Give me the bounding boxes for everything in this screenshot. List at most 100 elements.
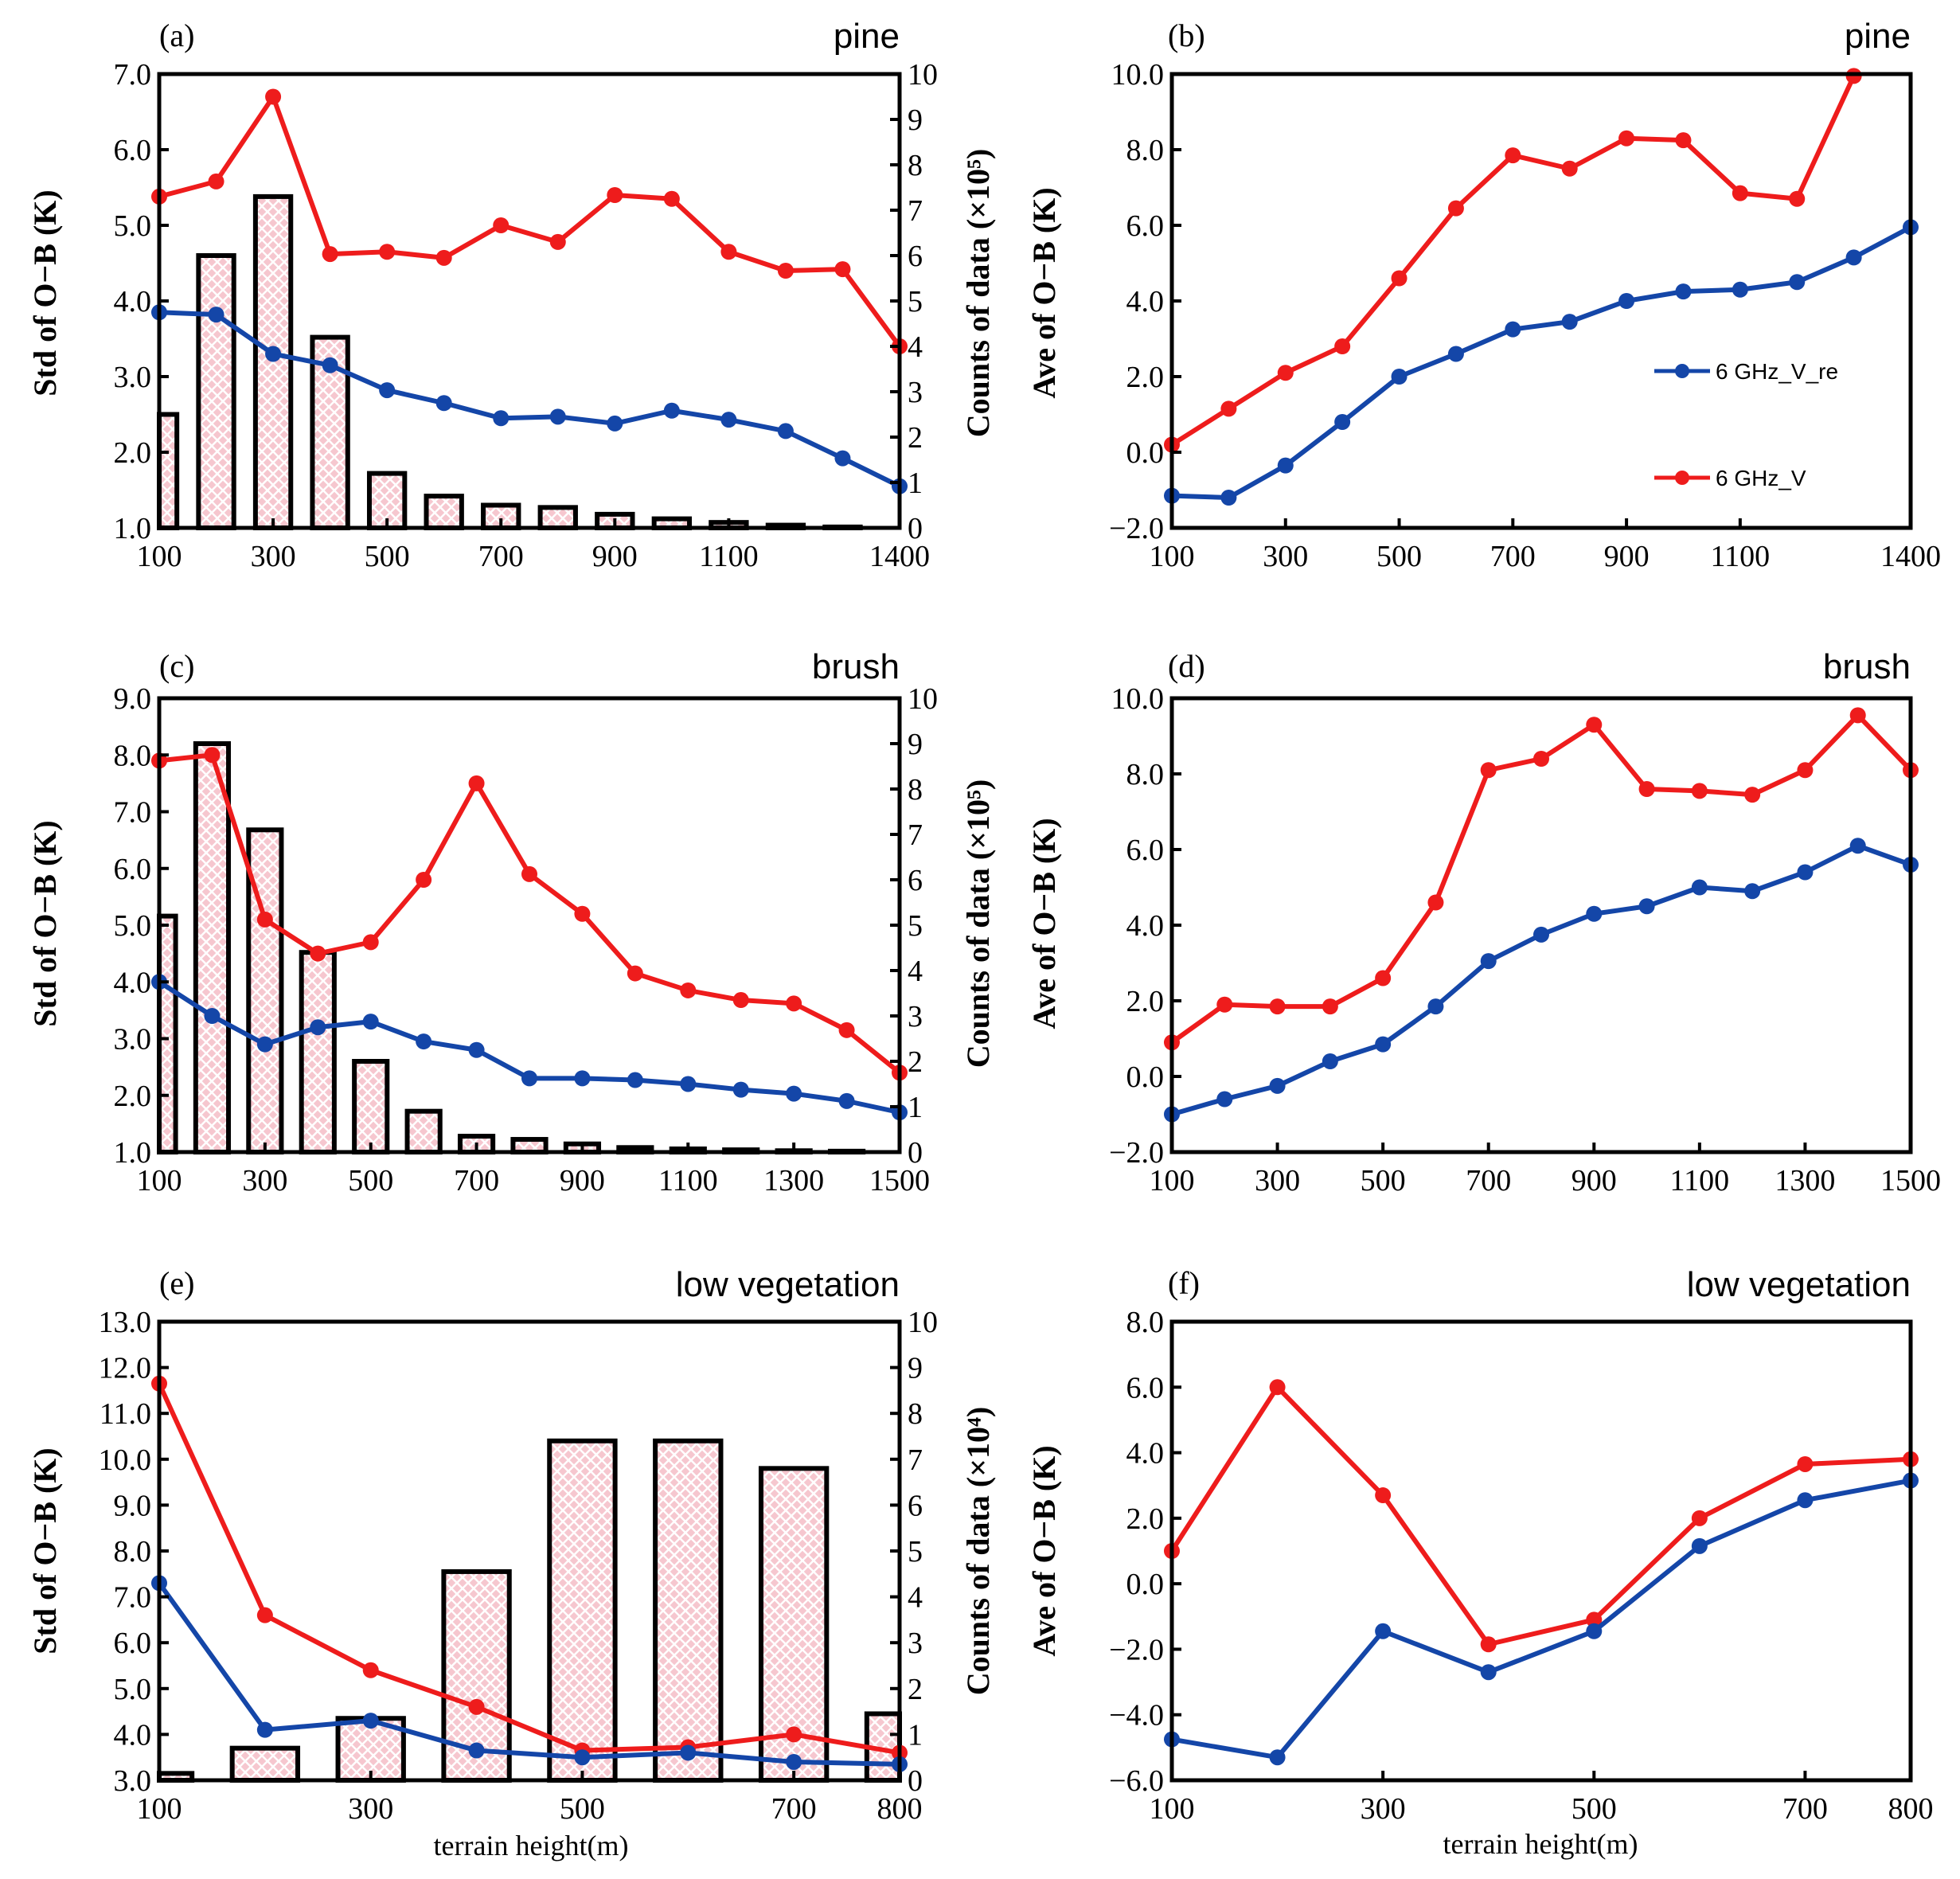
- y2-tick-label: 8: [908, 149, 923, 182]
- y-tick-label: 8.0: [1126, 134, 1165, 167]
- data-point-red: [607, 187, 623, 203]
- data-point-blue: [521, 1070, 537, 1087]
- series-line-red: [1169, 1385, 1911, 1647]
- data-point-blue: [208, 307, 225, 323]
- panel-a-y2label: Counts of data (×10⁵): [960, 149, 996, 438]
- data-point-blue: [493, 410, 510, 427]
- y-tick-label: 8.0: [114, 1535, 152, 1568]
- data-point-red: [1691, 783, 1708, 799]
- y-tick-label: 11.0: [100, 1397, 151, 1431]
- data-point-blue: [777, 423, 794, 439]
- y-tick-label: 4.0: [1126, 1437, 1165, 1471]
- panel-e: (e) low vegetation Std of O−B (K) Counts…: [27, 1265, 996, 1861]
- data-point-red: [1691, 1510, 1708, 1526]
- data-point-red: [1269, 1379, 1286, 1396]
- x-tick-label: 700: [478, 540, 524, 573]
- data-point-blue: [1691, 879, 1708, 896]
- x-tick-label: 1300: [1775, 1164, 1835, 1197]
- x-tick-label: 500: [348, 1164, 393, 1197]
- data-point-blue: [310, 1019, 326, 1036]
- y-tick-label: 6.0: [1126, 834, 1165, 867]
- data-point-red: [1586, 1611, 1603, 1628]
- panel-c-y2label: Counts of data (×10⁵): [960, 779, 996, 1068]
- data-point-red: [1744, 787, 1761, 803]
- y2-tick-label: 0: [908, 512, 923, 545]
- panel-c-plot: 1.0 2.0 3.0 4.0 5.0 6.0 7.0 8.0 9.0 0 1 2 3 4 5 6 7 8 9 10 1…: [114, 682, 939, 1197]
- bar: [547, 1438, 618, 1783]
- y-tick-label: 8.0: [114, 739, 152, 772]
- x-tick-label: 500: [1376, 540, 1422, 573]
- data-point-blue: [379, 382, 396, 399]
- y-tick-label: 2.0: [114, 1080, 152, 1113]
- data-point-blue: [1732, 281, 1748, 298]
- y-tick-label: −4.0: [1109, 1699, 1164, 1733]
- panel-d-title: brush: [1823, 647, 1911, 686]
- data-point-red: [574, 905, 591, 922]
- data-point-red: [834, 261, 851, 278]
- panel-a-label: (a): [159, 18, 194, 53]
- data-point-red: [1480, 1636, 1497, 1653]
- panel-b-plot: −2.0 0.0 2.0 4.0 6.0 8.0 10.0 100 300 500 700 900 11…: [1109, 58, 1941, 573]
- data-point-blue: [607, 415, 623, 432]
- data-point-blue: [1789, 274, 1806, 291]
- data-point-red: [1216, 996, 1233, 1013]
- panel-c: (c) brush Std of O−B (K) Counts of data …: [27, 647, 996, 1197]
- data-point-red: [256, 911, 273, 928]
- panel-c-title: brush: [812, 647, 900, 686]
- y2-tick-label: 9: [908, 1352, 923, 1385]
- data-point-red: [204, 747, 221, 764]
- data-point-blue: [256, 1036, 273, 1053]
- x-tick-label: 900: [592, 540, 638, 573]
- y2-tick-label: 5: [908, 909, 923, 943]
- y-tick-label: 10.0: [99, 1443, 152, 1477]
- series-line-blue: [1171, 225, 1912, 500]
- series-line-blue: [1171, 843, 1912, 1117]
- data-point-blue: [204, 1008, 221, 1024]
- data-point-blue: [1269, 1077, 1286, 1094]
- series-line-red: [1170, 75, 1857, 447]
- x-tick-label: 300: [348, 1792, 393, 1826]
- data-point-blue: [1447, 346, 1464, 362]
- bar: [352, 1059, 390, 1154]
- data-point-blue: [574, 1070, 591, 1087]
- data-point-red: [1375, 970, 1392, 986]
- y-tick-label: 5.0: [114, 1673, 152, 1706]
- x-tick-label: 500: [1572, 1792, 1617, 1826]
- legend-red-label: 6 GHz_V: [1716, 466, 1806, 490]
- data-point-red: [416, 872, 432, 888]
- bar: [653, 1438, 724, 1783]
- y-tick-label: 2.0: [1126, 985, 1165, 1018]
- data-point-red: [468, 1698, 485, 1715]
- series-line-red: [157, 1382, 900, 1756]
- x-tick-label: 700: [1490, 540, 1536, 573]
- y-tick-label: 2.0: [114, 436, 152, 470]
- panel-b-label: (b): [1168, 18, 1205, 53]
- data-point-blue: [574, 1749, 591, 1766]
- x-tick-label: 300: [242, 1164, 287, 1197]
- panel-e-title: low vegetation: [676, 1265, 900, 1304]
- plot-frame: [1169, 1319, 1913, 1783]
- y2-tick-label: 2: [908, 1673, 923, 1706]
- data-point-red: [322, 246, 338, 263]
- y2-tick-label: 4: [908, 955, 923, 988]
- data-point-red: [663, 190, 680, 207]
- y2-tick-label: 1: [908, 1091, 923, 1124]
- y-tick-label: 0.0: [1126, 1061, 1165, 1094]
- data-point-blue: [786, 1753, 802, 1770]
- panel-a-plot: 1.0 2.0 3.0 4.0 5.0 6.0 7.0 0 1 2 3 4 5 6 7 8 9 10 100 300 5…: [114, 58, 939, 573]
- panel-f-xlabel: terrain height(m): [1443, 1828, 1638, 1860]
- y2-tick-label: 2: [908, 421, 923, 455]
- y-tick-label: 6.0: [114, 134, 152, 167]
- data-point-red: [1480, 762, 1497, 779]
- series-line-blue: [1171, 1478, 1911, 1760]
- y-tick-label: 1.0: [114, 1136, 152, 1170]
- y-tick-label: 7.0: [114, 58, 152, 92]
- x-tick-label: 100: [1150, 1792, 1195, 1826]
- y2-tick-label: 3: [908, 1627, 923, 1660]
- data-point-blue: [1845, 249, 1862, 266]
- data-point-blue: [627, 1072, 643, 1088]
- data-point-red: [1618, 130, 1635, 146]
- panel-b-ylabel: Ave of O−B (K): [1026, 187, 1062, 398]
- x-tick-label: 1500: [1880, 1164, 1941, 1197]
- panel-a-title: pine: [834, 17, 900, 56]
